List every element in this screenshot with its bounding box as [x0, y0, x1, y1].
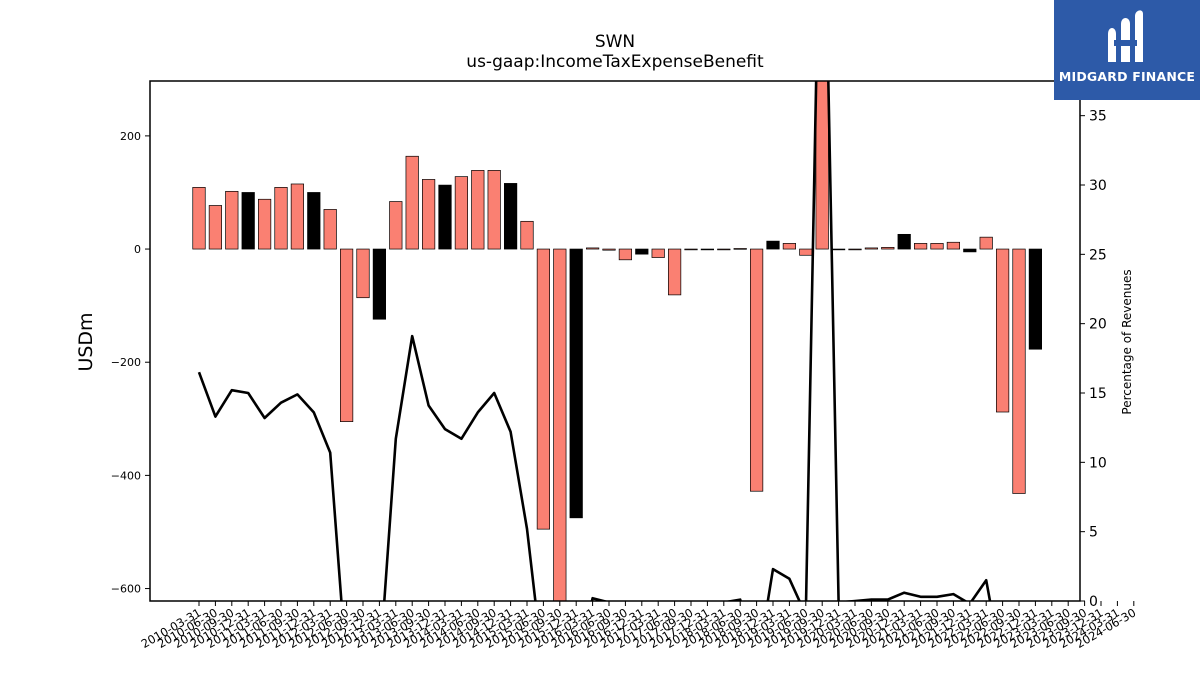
bar: [700, 248, 715, 251]
bar: [717, 248, 731, 251]
bar: [946, 241, 961, 250]
bar: [274, 187, 288, 250]
bar: [307, 192, 321, 250]
y2-tick-label: 0: [1089, 594, 1098, 610]
bar: [684, 248, 698, 251]
y-tick-label: −600: [111, 583, 141, 596]
bar: [1028, 248, 1043, 350]
bar: [602, 248, 616, 251]
y2-tick-label: 10: [1089, 455, 1107, 471]
bar: [749, 248, 764, 492]
bar: [192, 187, 206, 250]
bar: [422, 179, 436, 250]
y-tick-label: −400: [111, 469, 141, 482]
y2-tick-label: 25: [1089, 247, 1107, 263]
bar: [241, 192, 255, 250]
bar: [995, 248, 1010, 413]
percentage-line: [197, 81, 992, 601]
bar: [323, 209, 337, 250]
bar: [848, 248, 862, 251]
bar: [651, 248, 665, 258]
y-axis: −600 −400 −200 0 200: [111, 130, 150, 596]
bar: [667, 248, 682, 296]
y2-tick-label: 30: [1089, 178, 1107, 194]
bar: [815, 81, 829, 250]
bar: [389, 201, 403, 250]
y-tick-label: 0: [134, 243, 141, 256]
bar: [963, 248, 977, 253]
bar: [208, 205, 222, 250]
bar: [635, 248, 649, 255]
bar: [897, 233, 911, 250]
bar: [372, 248, 386, 320]
bar: [979, 236, 993, 250]
bar: [930, 243, 944, 250]
bar: [290, 183, 304, 250]
bar: [454, 176, 468, 250]
y2-tick-label: 15: [1089, 386, 1107, 402]
bar: [585, 247, 600, 250]
bar: [618, 248, 633, 261]
bar: [831, 248, 846, 251]
y2-tick-label: 20: [1089, 317, 1107, 333]
logo-mark-icon: [1108, 10, 1143, 62]
y2-tick-label: 5: [1089, 525, 1098, 541]
bar: [356, 248, 370, 299]
y2-axis-label: Percentage of Revenues: [1120, 269, 1134, 414]
bar: [569, 248, 583, 519]
bar: [913, 243, 928, 250]
y-tick-label: 200: [120, 130, 141, 143]
bar: [487, 170, 501, 250]
chart-subtitle: us-gaap:IncomeTaxExpenseBenefit: [466, 52, 764, 72]
logo-text: MIDGARD FINANCE: [1058, 69, 1196, 84]
y2-tick-label: 35: [1089, 109, 1107, 125]
bar: [799, 248, 813, 256]
bar: [438, 184, 452, 250]
bar: [881, 247, 895, 250]
bar: [864, 247, 879, 250]
bar: [766, 240, 780, 250]
bar: [471, 170, 485, 250]
bar: [553, 248, 567, 601]
bar: [340, 248, 354, 422]
bars: [192, 81, 1043, 601]
midgard-finance-logo: MIDGARD FINANCE: [1054, 0, 1200, 100]
bar: [504, 183, 518, 250]
bar: [405, 155, 419, 250]
bar: [1012, 248, 1026, 494]
bar: [520, 220, 534, 250]
y-tick-label: −200: [111, 356, 141, 369]
bar: [258, 198, 272, 250]
x-axis: 2010-03-312010-06-302010-09-302010-12-31…: [139, 601, 1138, 651]
bar: [536, 248, 551, 530]
line-series: [197, 81, 992, 601]
chart-title: SWN: [594, 32, 636, 52]
y2-axis: 0 5 10 15 20 25 30 35: [1080, 109, 1107, 610]
bar: [225, 190, 239, 250]
plot-frame: [149, 80, 1081, 602]
bar: [782, 243, 797, 250]
y-axis-label: USDm: [75, 312, 97, 371]
bar: [733, 248, 747, 250]
